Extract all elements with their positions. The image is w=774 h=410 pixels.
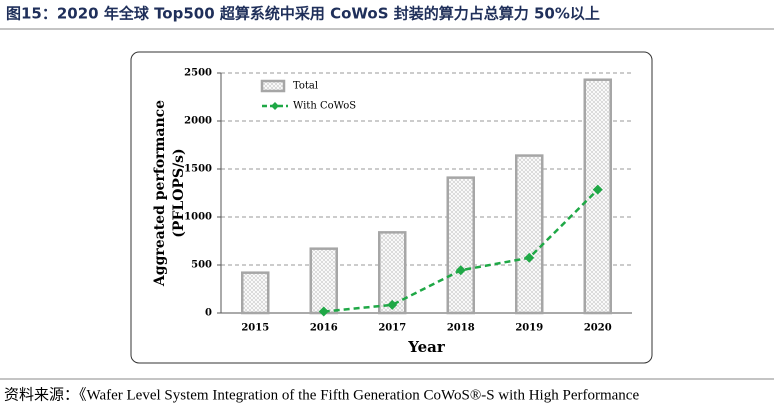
- x-tick-label: 2017: [378, 323, 406, 334]
- legend-swatch: [260, 79, 286, 93]
- marker: [318, 306, 329, 317]
- x-tick-label: 2016: [310, 323, 338, 334]
- legend-label: With CoWoS: [293, 101, 356, 112]
- bar: [446, 176, 475, 315]
- x-tick-label: 2019: [515, 323, 543, 334]
- marker: [387, 299, 398, 310]
- y-tick-label: 500: [191, 260, 212, 271]
- y-tick-label: 1500: [184, 164, 212, 175]
- source-note: 资料来源：《Wafer Level System Integration of …: [4, 386, 639, 403]
- x-tick-label: 2018: [447, 323, 475, 334]
- bar: [309, 247, 338, 315]
- x-axis-label: Year: [407, 338, 446, 356]
- y-tick-label: 0: [205, 308, 212, 319]
- y-tick-label: 2500: [184, 68, 212, 79]
- marker: [592, 184, 603, 195]
- marker: [455, 265, 466, 276]
- y-axis-label: (PFLOPS/s): [171, 148, 187, 237]
- x-tick-label: 2015: [241, 323, 269, 334]
- bar: [515, 154, 544, 315]
- y-axis-label: Aggreated performance: [152, 100, 168, 287]
- x-tick-label: 2020: [584, 323, 612, 334]
- y-tick-label: 2000: [184, 116, 212, 127]
- legend-label: Total: [293, 81, 318, 92]
- bar: [583, 78, 612, 315]
- legend-marker: [271, 102, 279, 110]
- marker: [524, 252, 535, 263]
- chart: 0 500 1000 1500 2000 2500 2015 2016 2017 2018 2019…: [152, 68, 632, 356]
- bar: [378, 231, 407, 315]
- figure-title: 图15：2020 年全球 Top500 超算系统中采用 CoWoS 封装的算力占…: [6, 5, 600, 23]
- bar: [241, 271, 270, 315]
- y-tick-label: 1000: [184, 212, 212, 223]
